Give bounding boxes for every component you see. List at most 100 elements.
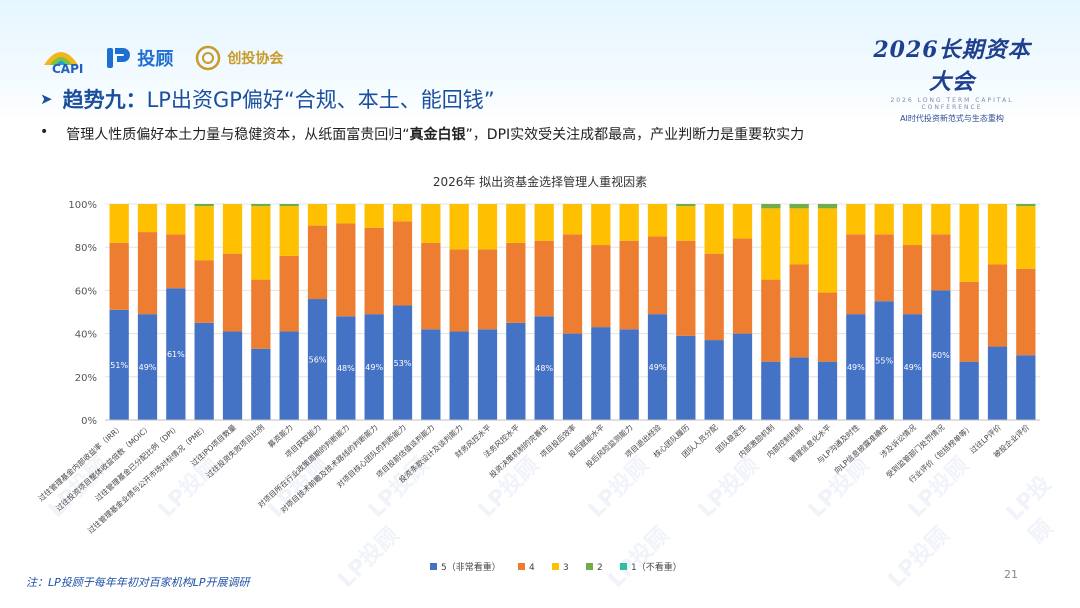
y-tick-label: 60% (75, 286, 97, 297)
conference-subtitle-cn: AI时代投资新范式与生态重构 (900, 114, 1004, 123)
bar-segment (676, 240, 696, 336)
bar-segment (846, 204, 866, 235)
capi-logo-text: CAPI (52, 62, 84, 76)
bar-segment (931, 234, 951, 291)
bar-segment (194, 204, 214, 207)
bar-segment (477, 204, 498, 250)
data-label: 61% (167, 350, 185, 359)
bar-segment (619, 240, 639, 330)
bar-segment (222, 204, 243, 254)
bar-segment (477, 329, 498, 420)
lp-mark-icon (107, 48, 131, 68)
bar-segment (109, 204, 129, 243)
y-tick-label: 0% (81, 416, 97, 427)
bar-segment (534, 240, 554, 317)
bar-segment (959, 361, 979, 420)
bar-segment (647, 236, 668, 315)
x-tick-label: 募资能力 (266, 422, 295, 450)
bar-segment (902, 245, 923, 315)
conference-title: 2026长期资本大会 (873, 37, 1031, 95)
y-tick-label: 20% (75, 373, 97, 384)
bar-segment (789, 208, 809, 265)
bar-segment (591, 204, 611, 246)
bar-segment (364, 227, 384, 315)
legend-swatch (430, 563, 437, 570)
bar-segment (449, 331, 469, 420)
bar-segment (279, 331, 299, 420)
data-label: 55% (875, 357, 893, 366)
bar-segment (194, 260, 214, 323)
bar-segment (392, 305, 413, 420)
legend-swatch (518, 563, 525, 570)
bar-segment (619, 329, 639, 420)
bar-segment (789, 357, 809, 420)
capi-emblem-icon (44, 52, 78, 65)
bar-segment (562, 204, 583, 235)
bar-segment (902, 204, 923, 246)
bar-segment (194, 206, 214, 261)
section-title: ➤ 趋势九：LP出资GP偏好“合规、本土、能回钱” (40, 84, 495, 114)
bar-segment (732, 204, 753, 239)
data-label: 60% (932, 351, 950, 360)
data-label: 48% (337, 364, 355, 373)
bar-segment (392, 204, 413, 222)
bar-segment (761, 279, 781, 362)
bar-segment (959, 204, 979, 282)
bar-segment (647, 204, 668, 237)
bar-segment (676, 206, 696, 241)
x-tick-label: 投后风险监测能力 (583, 422, 634, 470)
data-label: 56% (309, 356, 327, 365)
bar-segment (109, 242, 129, 310)
bar-segment (931, 204, 951, 235)
bar-segment (846, 314, 866, 420)
section-label: 趋势九： (62, 88, 147, 112)
y-tick-label: 100% (68, 200, 97, 211)
bar-segment (222, 331, 243, 420)
bar-segment (251, 348, 271, 420)
legend-swatch (620, 563, 627, 570)
bar-segment (251, 279, 271, 349)
bar-segment (279, 206, 299, 256)
bar-segment (109, 309, 129, 420)
bar-segment (534, 204, 554, 241)
bar-segment (307, 225, 328, 300)
bar-segment (619, 204, 639, 241)
bar-segment (704, 253, 724, 341)
data-label: 48% (535, 364, 553, 373)
bar-segment (251, 204, 271, 207)
legend-label: 1（不看重） (631, 561, 682, 573)
bar-segment (534, 316, 554, 420)
bar-segment (817, 208, 838, 293)
bar-segment (959, 281, 979, 362)
bar-segment (704, 340, 724, 420)
bar-segment (506, 242, 526, 323)
bar-segment (166, 204, 186, 235)
bar-segment (421, 204, 441, 243)
association-logo: 创投协会 (195, 45, 283, 71)
y-tick-label: 80% (75, 243, 97, 254)
page-number: 21 (1004, 568, 1018, 581)
bar-segment (279, 204, 299, 207)
data-label: 49% (139, 363, 157, 372)
bar-segment (676, 204, 696, 207)
bar-segment (477, 249, 498, 330)
bar-segment (817, 292, 838, 362)
bullet-text-before: 管理人性质偏好本土力量与稳健资本，从纸面富贵回归“ (66, 127, 410, 143)
bar-segment (761, 204, 781, 209)
bar-segment (874, 204, 894, 235)
legend-label: 3 (563, 563, 569, 573)
bar-segment (817, 204, 838, 209)
bar-segment (279, 255, 299, 332)
legend-swatch (552, 563, 559, 570)
bar-segment (761, 361, 781, 420)
bar-segment (449, 204, 469, 250)
footnote: 注：LP投顾于每年年初对百家机构LP开展调研 (26, 576, 250, 589)
lp-logo-text: 投顾 (137, 49, 174, 70)
data-label: 49% (649, 363, 667, 372)
bar-segment (676, 335, 696, 420)
bar-segment (591, 327, 611, 420)
bar-segment (732, 238, 753, 334)
bar-segment (336, 223, 356, 317)
bullet-highlight: 真金白银 (409, 127, 466, 143)
bar-segment (166, 234, 186, 289)
